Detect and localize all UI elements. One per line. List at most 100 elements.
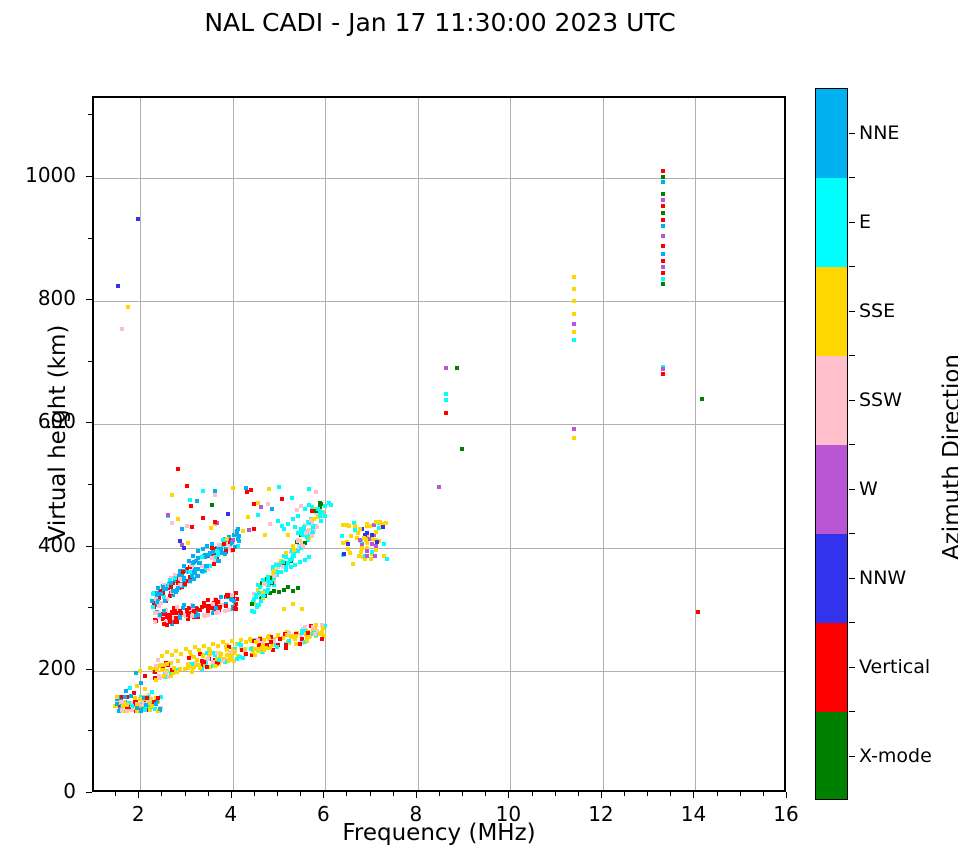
- data-cell: [165, 675, 170, 680]
- colorbar-tick: [849, 400, 855, 401]
- x-axis-minor-tick: [346, 792, 347, 796]
- data-cell: [135, 217, 140, 222]
- x-axis-tick: [138, 792, 139, 798]
- data-cell: [287, 631, 292, 636]
- data-cell: [226, 594, 231, 599]
- data-cell: [187, 664, 192, 669]
- data-cell: [661, 168, 666, 173]
- data-cell: [222, 552, 227, 557]
- data-cell: [700, 396, 705, 401]
- data-cell: [280, 523, 284, 528]
- data-cell: [211, 641, 216, 646]
- data-cell: [187, 574, 192, 579]
- data-cell: [227, 540, 232, 545]
- data-cell: [306, 487, 311, 492]
- data-cell: [247, 528, 252, 533]
- data-cell: [276, 633, 281, 638]
- data-cell: [124, 704, 129, 709]
- data-cell: [224, 645, 229, 650]
- data-cell: [205, 563, 210, 568]
- data-cell: [319, 629, 324, 634]
- colorbar-segment-nnw: [816, 534, 847, 624]
- data-cell: [239, 647, 244, 652]
- data-cell: [117, 709, 122, 714]
- y-axis-minor-tick: [88, 730, 92, 731]
- data-cell: [190, 603, 195, 608]
- x-axis-minor-tick: [462, 792, 463, 796]
- data-cell: [360, 554, 365, 559]
- data-cell: [183, 582, 188, 587]
- data-cell: [142, 673, 147, 678]
- data-cell: [293, 636, 298, 641]
- data-cell: [354, 536, 359, 541]
- data-cell: [288, 565, 293, 570]
- data-cell: [216, 657, 221, 662]
- data-cell: [369, 549, 374, 554]
- data-cell: [295, 586, 300, 591]
- data-cell: [572, 286, 577, 291]
- data-cell: [197, 560, 202, 565]
- data-cell: [286, 585, 291, 590]
- data-cell: [185, 540, 190, 545]
- x-axis-tick: [323, 792, 324, 798]
- data-cell: [284, 564, 289, 569]
- data-cell: [211, 602, 216, 607]
- data-cell: [212, 519, 217, 524]
- data-cell: [171, 616, 176, 621]
- data-cell: [234, 590, 239, 595]
- data-cell: [167, 618, 172, 623]
- data-cell: [226, 534, 231, 539]
- data-cell: [128, 694, 133, 699]
- data-cell: [158, 706, 163, 711]
- data-cell: [293, 525, 298, 530]
- data-cell: [254, 593, 259, 598]
- data-cell: [315, 629, 320, 634]
- data-cell: [268, 640, 273, 645]
- x-axis-minor-tick: [439, 792, 440, 796]
- data-cell: [153, 620, 158, 625]
- colorbar-segment-ssw: [816, 356, 847, 446]
- data-cell: [264, 580, 269, 585]
- data-cell: [286, 561, 291, 566]
- data-cell: [255, 500, 260, 505]
- data-cell: [256, 648, 261, 653]
- data-cell: [166, 586, 171, 591]
- data-cell: [280, 559, 285, 564]
- data-cell: [262, 648, 267, 653]
- data-cell: [152, 667, 157, 672]
- data-cell: [281, 587, 286, 592]
- colorbar-label-ssw: SSW: [859, 388, 902, 411]
- gridline-horizontal: [94, 424, 784, 425]
- data-cell: [279, 570, 284, 575]
- data-cell: [161, 583, 166, 588]
- data-cell: [313, 622, 318, 627]
- data-cell: [130, 708, 135, 713]
- data-cell: [191, 560, 196, 565]
- data-cell: [258, 504, 263, 509]
- data-cell: [189, 610, 194, 615]
- data-cell: [128, 686, 133, 691]
- data-cell: [206, 604, 211, 609]
- data-cell: [185, 579, 190, 584]
- data-cell: [213, 555, 218, 560]
- data-cell: [234, 641, 239, 646]
- data-cell: [184, 523, 189, 528]
- data-cell: [259, 598, 264, 603]
- data-cell: [124, 706, 129, 711]
- data-cell: [300, 527, 305, 532]
- data-cell: [170, 671, 175, 676]
- data-cell: [313, 489, 318, 494]
- gridline-vertical: [603, 98, 604, 790]
- data-cell: [260, 591, 265, 596]
- data-cell: [257, 590, 262, 595]
- data-cell: [158, 592, 163, 597]
- data-cell: [320, 509, 325, 514]
- data-cell: [263, 646, 268, 651]
- data-cell: [169, 621, 174, 626]
- data-cell: [206, 656, 211, 661]
- data-cell: [219, 594, 224, 599]
- data-cell: [161, 612, 166, 617]
- data-cell: [258, 585, 263, 590]
- data-cell: [305, 534, 310, 539]
